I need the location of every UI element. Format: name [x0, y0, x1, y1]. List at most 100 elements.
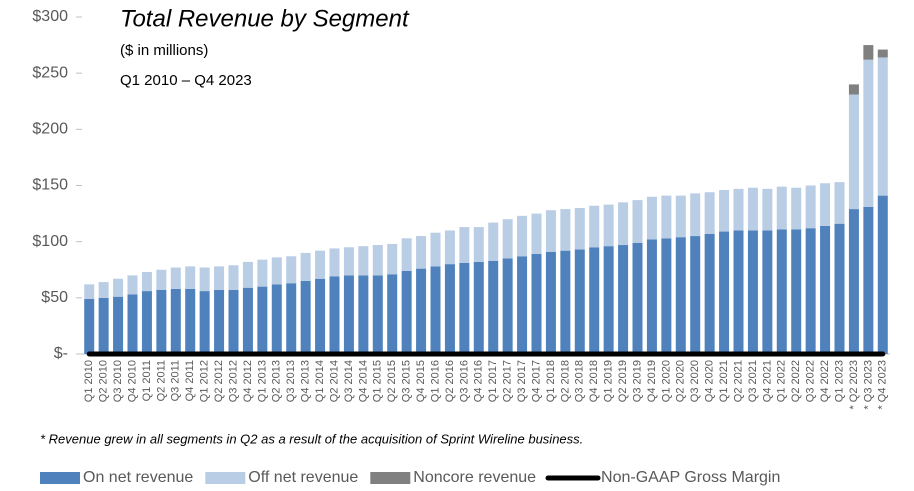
bar-segment	[603, 204, 614, 247]
bar-segment	[603, 246, 614, 354]
legend-label: Noncore revenue	[413, 469, 536, 486]
bar-segment	[877, 195, 888, 354]
bar-segment	[257, 286, 268, 354]
bar-segment	[488, 260, 499, 354]
bar-segment	[574, 207, 585, 250]
bar-segment	[459, 227, 470, 264]
x-tick-label: * Q3 2023	[862, 360, 874, 410]
bar-segment	[820, 183, 831, 226]
y-tick-label: $-	[54, 345, 68, 362]
x-tick-label: Q3 2012	[227, 360, 239, 402]
x-tick-label: Q1 2022	[776, 360, 788, 402]
x-tick-label: Q3 2013	[285, 360, 297, 402]
bar-segment	[185, 288, 196, 354]
bar-segment	[170, 288, 181, 354]
y-tick-label: $150	[32, 177, 68, 194]
bar-segment	[646, 239, 657, 354]
bar-segment	[300, 252, 311, 281]
bar-segment	[517, 215, 528, 257]
bar-segment	[589, 205, 600, 248]
x-tick-label: Q1 2014	[314, 360, 326, 402]
bar-segment	[387, 274, 398, 354]
bar-segment	[704, 233, 715, 354]
bar-segment	[877, 49, 888, 58]
x-tick-label: Q3 2014	[343, 360, 355, 402]
x-tick-label: Q2 2010	[98, 360, 110, 402]
bar-segment	[574, 249, 585, 354]
bar-segment	[560, 250, 571, 354]
x-tick-label: Q3 2010	[112, 360, 124, 402]
bar-segment	[286, 283, 297, 354]
x-tick-label: Q1 2021	[718, 360, 730, 402]
bar-segment	[747, 187, 758, 231]
bar-segment	[444, 264, 455, 354]
bar-segment	[502, 219, 513, 259]
x-tick-label: * Q2 2023	[848, 360, 860, 410]
bar-segment	[127, 275, 138, 295]
x-tick-label: Q2 2012	[213, 360, 225, 402]
x-tick-label: Q2 2014	[328, 360, 340, 402]
bar-segment	[632, 200, 643, 243]
x-tick-label: Q2 2011	[155, 360, 167, 401]
chart-period: Q1 2010 – Q4 2023	[120, 72, 252, 89]
bar-segment	[776, 229, 787, 354]
x-tick-label: Q3 2019	[631, 360, 643, 402]
x-tick-label: * Q4 2023	[877, 360, 889, 410]
x-tick-label: Q2 2016	[444, 360, 456, 402]
bar-segment	[704, 192, 715, 234]
bar-segment	[444, 230, 455, 265]
bar-segment	[430, 232, 441, 267]
bar-segment	[863, 45, 874, 60]
bar-segment	[416, 268, 427, 354]
bar-segment	[675, 237, 686, 354]
bar-segment	[358, 275, 369, 354]
x-tick-label: Q1 2013	[256, 360, 268, 402]
bar-segment	[618, 202, 629, 246]
bar-segment	[545, 251, 556, 354]
bar-segment	[113, 296, 124, 354]
bar-segment	[257, 259, 268, 287]
x-tick-label: Q1 2015	[372, 360, 384, 402]
x-tick-label: Q3 2021	[747, 360, 759, 402]
bar-segment	[719, 189, 730, 232]
bar-segment	[242, 287, 253, 354]
x-tick-label: Q2 2022	[790, 360, 802, 402]
x-tick-label: Q4 2020	[704, 360, 716, 402]
bar-segment	[358, 246, 369, 276]
x-tick-label: Q4 2011	[184, 360, 196, 401]
x-tick-label: Q2 2019	[617, 360, 629, 402]
x-tick-label: Q2 2021	[732, 360, 744, 402]
x-tick-label: Q1 2016	[429, 360, 441, 402]
bar-segment	[531, 213, 542, 255]
x-tick-label: Q4 2017	[530, 360, 542, 402]
bar-segment	[286, 256, 297, 284]
bar-segment	[430, 266, 441, 354]
x-tick-label: Q3 2022	[805, 360, 817, 402]
bar-segment	[747, 230, 758, 354]
bar-segment	[646, 196, 657, 240]
x-tick-label: Q4 2016	[473, 360, 485, 402]
bar-segment	[632, 242, 643, 354]
legend-label: Off net revenue	[248, 469, 358, 486]
bar-segment	[98, 297, 109, 354]
bar-segment	[502, 258, 513, 354]
bar-segment	[242, 261, 253, 288]
y-tick-label: $100	[32, 233, 68, 250]
x-tick-label: Q3 2015	[401, 360, 413, 402]
bar-segment	[690, 236, 701, 354]
x-tick-label: Q1 2017	[487, 360, 499, 402]
bar-segment	[661, 195, 672, 239]
x-tick-label: Q1 2020	[660, 360, 672, 402]
bar-segment	[271, 284, 282, 354]
bar-segment	[473, 261, 484, 354]
x-tick-label: Q4 2010	[126, 360, 138, 402]
bar-segment	[690, 193, 701, 237]
bar-segment	[805, 228, 816, 354]
x-tick-label: Q4 2013	[300, 360, 312, 402]
bar-segment	[863, 206, 874, 354]
bar-segment	[372, 275, 383, 354]
x-tick-label: Q4 2014	[357, 360, 369, 402]
y-tick-label: $250	[32, 64, 68, 81]
bar-segment	[343, 275, 354, 354]
bar-segment	[459, 263, 470, 354]
